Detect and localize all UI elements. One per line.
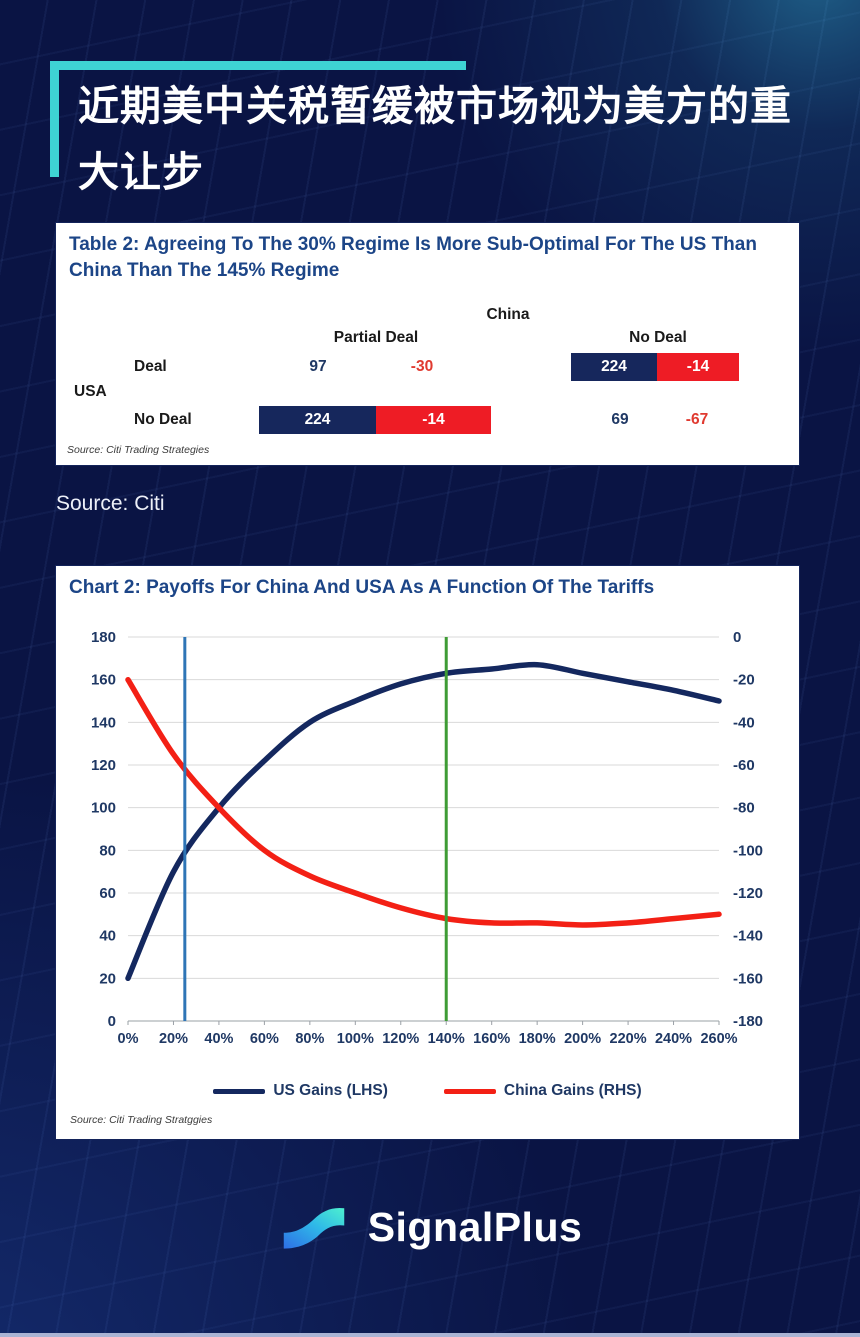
svg-text:140%: 140%	[428, 1031, 465, 1047]
svg-text:-160: -160	[733, 970, 763, 987]
chart-legend: US Gains (LHS) China Gains (RHS)	[56, 1082, 799, 1100]
svg-text:260%: 260%	[700, 1031, 737, 1047]
svg-text:0%: 0%	[118, 1031, 139, 1047]
payoff-nodeal-nodeal-us: 69	[611, 411, 629, 428]
svg-text:60%: 60%	[250, 1031, 279, 1047]
svg-text:20%: 20%	[159, 1031, 188, 1047]
chart-source: Source: Citi Trading Stratggies	[70, 1114, 213, 1126]
payoff-deal-nodeal-us-cell: 224	[571, 353, 657, 381]
payoff-nodeal-nodeal-china: -67	[685, 411, 709, 428]
table-row-group-usa: USA	[74, 383, 107, 400]
svg-text:160: 160	[91, 672, 116, 689]
svg-text:-180: -180	[733, 1013, 763, 1030]
legend-label-us-gains: US Gains (LHS)	[273, 1082, 388, 1099]
table-title: Table 2: Agreeing To The 30% Regime Is M…	[69, 234, 757, 281]
svg-text:80: 80	[99, 842, 116, 859]
svg-text:-120: -120	[733, 885, 763, 902]
svg-text:40: 40	[99, 928, 116, 945]
svg-text:120: 120	[91, 757, 116, 774]
source-note: Source: Citi	[56, 492, 165, 515]
table-source: Source: Citi Trading Strategies	[67, 444, 210, 456]
table-column-header-no-deal: No Deal	[629, 329, 687, 346]
payoff-chart-card: 0 -180 20 -160 40 -140 60 -120 80 -100 100 -80 120 -6…	[55, 565, 800, 1140]
svg-text:180: 180	[91, 629, 116, 646]
brand-name: SignalPlus	[367, 1203, 583, 1250]
svg-text:180%: 180%	[519, 1031, 556, 1047]
payoff-line-chart: 0 -180 20 -160 40 -140 60 -120 80 -100 100 -80 120 -6…	[91, 629, 763, 1047]
page-title: 近期美中关税暂缓被市场视为美方的重 大让步	[78, 74, 818, 205]
svg-text:0: 0	[108, 1013, 116, 1030]
svg-text:0: 0	[733, 629, 741, 646]
svg-text:-140: -140	[733, 928, 763, 945]
table-column-header-partial-deal: Partial Deal	[333, 329, 419, 346]
bottom-edge-strip	[0, 1333, 860, 1337]
title-accent-bar-left	[50, 61, 59, 177]
payoff-nodeal-partial-us-cell: 224	[259, 406, 376, 434]
svg-text:-80: -80	[733, 800, 755, 817]
svg-text:100: 100	[91, 800, 116, 817]
table-row-header-deal: Deal	[134, 358, 167, 375]
svg-text:240%: 240%	[655, 1031, 692, 1047]
page-title-line1: 近期美中关税暂缓被市场视为美方的重	[78, 83, 792, 129]
legend-label-china-gains: China Gains (RHS)	[503, 1082, 642, 1099]
legend-item-china-gains: China Gains (RHS)	[443, 1082, 642, 1100]
svg-text:-100: -100	[733, 842, 763, 859]
svg-text:-60: -60	[733, 757, 755, 774]
svg-text:100%: 100%	[337, 1031, 374, 1047]
brand-footer: SignalPlus	[0, 1196, 860, 1258]
table-column-group-china: China	[486, 306, 530, 323]
chart-title: Chart 2: Payoffs For China And USA As A …	[69, 577, 655, 598]
signalplus-logo-icon	[283, 1208, 344, 1249]
svg-text:220%: 220%	[610, 1031, 647, 1047]
svg-text:40%: 40%	[204, 1031, 233, 1047]
page-title-line2: 大让步	[78, 148, 204, 195]
legend-item-us-gains: US Gains (LHS)	[213, 1082, 388, 1100]
payoff-table-card: Table 2: Agreeing To The 30% Regime Is M…	[55, 222, 800, 466]
table-row-header-no-deal: No Deal	[134, 411, 192, 428]
svg-text:20: 20	[99, 970, 116, 987]
payoff-deal-partial-us: 97	[309, 358, 327, 375]
svg-text:-40: -40	[733, 714, 755, 731]
svg-text:200%: 200%	[564, 1031, 601, 1047]
svg-text:60: 60	[99, 885, 116, 902]
payoff-deal-partial-china: -30	[410, 358, 434, 375]
china-gains-line-swatch	[443, 1088, 496, 1094]
title-accent-bar-top	[50, 61, 466, 70]
svg-text:80%: 80%	[295, 1031, 324, 1047]
svg-text:120%: 120%	[382, 1031, 419, 1047]
payoff-nodeal-partial-china-cell: -14	[376, 406, 491, 434]
svg-text:140: 140	[91, 714, 116, 731]
us-gains-line-swatch	[213, 1088, 266, 1094]
svg-text:160%: 160%	[473, 1031, 510, 1047]
payoff-deal-nodeal-china-cell: -14	[657, 353, 739, 381]
svg-text:-20: -20	[733, 672, 755, 689]
